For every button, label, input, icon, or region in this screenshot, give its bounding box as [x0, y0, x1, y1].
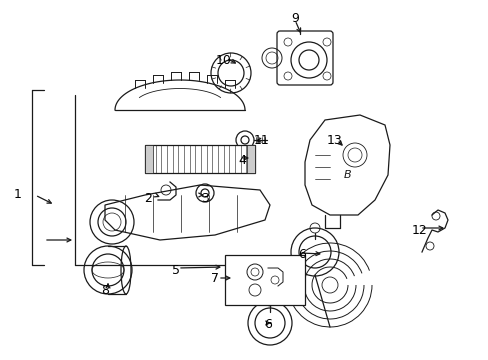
Text: 10: 10	[216, 54, 231, 67]
Text: 6: 6	[298, 248, 305, 261]
Text: 2: 2	[144, 192, 152, 204]
Text: 1: 1	[14, 189, 22, 202]
Text: 13: 13	[326, 134, 342, 147]
FancyBboxPatch shape	[276, 31, 332, 85]
Text: 3: 3	[201, 192, 208, 204]
Text: 6: 6	[264, 319, 271, 332]
Text: 7: 7	[210, 271, 219, 284]
Polygon shape	[105, 185, 269, 240]
Text: 11: 11	[254, 134, 269, 147]
Bar	[145, 145, 254, 173]
Text: 5: 5	[172, 264, 180, 276]
Bar	[224, 255, 305, 305]
Bar	[145, 145, 153, 173]
Text: 8: 8	[101, 284, 109, 297]
Polygon shape	[305, 115, 389, 215]
Text: B: B	[344, 170, 351, 180]
Text: 4: 4	[238, 153, 245, 166]
Text: 12: 12	[411, 224, 427, 237]
Text: 9: 9	[290, 12, 298, 24]
Bar	[246, 145, 254, 173]
